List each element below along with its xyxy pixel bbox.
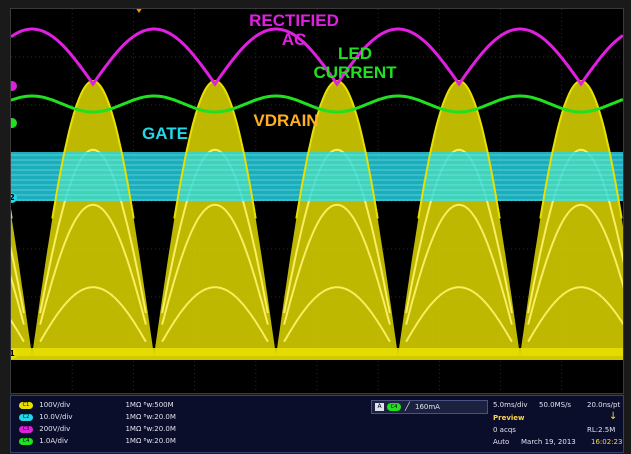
- ch3-ground-marker[interactable]: [11, 81, 17, 91]
- acq-count: 0 acqs: [493, 426, 516, 434]
- ch4-ground-marker[interactable]: [11, 118, 17, 128]
- ch1-impedance: 1MΩ ᴮw:500M: [125, 401, 174, 409]
- rectified-ac-trace: [11, 27, 623, 87]
- waveform-display[interactable]: RECTIFIED AC LED CURRENT GATE VDRAIN 2 1: [10, 8, 624, 394]
- label-gate: GATE: [142, 124, 188, 143]
- vdrain-baseline: [11, 348, 623, 360]
- ch2-badge[interactable]: C2: [19, 413, 33, 421]
- label-led-current: LED CURRENT: [305, 44, 405, 82]
- trigger-mode: Auto: [493, 438, 510, 446]
- trigger-position-marker[interactable]: [135, 9, 143, 13]
- gate-trace: [11, 152, 623, 201]
- channel-row-1[interactable]: C1 100V/div 1MΩ ᴮw:500M: [19, 401, 174, 411]
- vdrain-band: [527, 286, 623, 343]
- trigger-slope-icon: ╱: [405, 402, 410, 411]
- ch4-badge[interactable]: C4: [19, 437, 33, 445]
- vdrain-band: [283, 148, 391, 314]
- time: 16:02:23: [591, 438, 623, 446]
- sample-rate: 50.0MS/s: [539, 401, 572, 409]
- ch4-impedance: 1MΩ ᴮw:20.0M: [125, 437, 176, 445]
- vdrain-envelope: [11, 214, 32, 356]
- vdrain-envelope: [398, 81, 520, 356]
- trigger-readout[interactable]: A C4 ╱ 160mA: [371, 400, 488, 414]
- vdrain-envelope: [276, 81, 398, 356]
- vdrain-band: [39, 286, 147, 343]
- led-current-trace: [11, 94, 623, 114]
- ch1-badge[interactable]: C1: [19, 401, 33, 409]
- ch4-scale: 1.0A/div: [39, 437, 69, 445]
- vdrain-envelope: [154, 81, 276, 356]
- vdrain-band: [527, 203, 623, 325]
- vdrain-crest: [539, 79, 623, 219]
- vdrain-band: [39, 148, 147, 314]
- label-rectified-ac: RECTIFIED AC: [239, 11, 349, 49]
- timebase: 5.0ms/div: [493, 401, 528, 409]
- record-length: RL:2.5M: [587, 426, 616, 434]
- acquisition-panel[interactable]: 5.0ms/div 50.0MS/s 20.0ns/pt Preview ↓ 0…: [491, 398, 623, 450]
- run-indicator-icon: ↓: [609, 411, 618, 422]
- vdrain-band: [405, 286, 513, 343]
- vdrain-band: [405, 203, 513, 325]
- ch2-scale: 10.0V/div: [39, 413, 73, 421]
- channel-row-2[interactable]: C2 10.0V/div 1MΩ ᴮw:20.0M: [19, 413, 176, 423]
- ch3-impedance: 1MΩ ᴮw:20.0M: [125, 425, 176, 433]
- vdrain-crest: [295, 79, 379, 219]
- vdrain-crest: [417, 79, 501, 219]
- vdrain-crest: [51, 79, 135, 219]
- vdrain-band: [39, 203, 147, 325]
- vdrain-band: [405, 148, 513, 314]
- vdrain-envelope: [520, 81, 623, 356]
- rectified-ac-line1: RECTIFIED: [249, 11, 339, 30]
- waveform-canvas: [11, 9, 623, 393]
- ch2-ground-marker[interactable]: 2: [11, 193, 17, 203]
- vdrain-band: [161, 148, 269, 314]
- vdrain-band: [283, 286, 391, 343]
- led-current-line2: CURRENT: [313, 63, 397, 82]
- date: March 19, 2013: [521, 438, 576, 446]
- vdrain-envelope: [32, 81, 154, 356]
- led-current-line1: LED: [338, 44, 372, 63]
- ch3-badge[interactable]: C3: [19, 425, 33, 433]
- channel-row-4[interactable]: C4 1.0A/div 1MΩ ᴮw:20.0M: [19, 437, 176, 447]
- acq-state: Preview: [493, 414, 525, 422]
- trigger-mode-badge: A: [375, 403, 384, 411]
- vdrain-band: [161, 203, 269, 325]
- vdrain-crest: [173, 79, 257, 219]
- ch1-ground-marker[interactable]: 1: [11, 349, 17, 359]
- rectified-ac-line2: AC: [281, 30, 307, 49]
- status-bar: C1 100V/div 1MΩ ᴮw:500M C2 10.0V/div 1MΩ…: [10, 395, 624, 453]
- resolution: 20.0ns/pt: [587, 401, 621, 409]
- vdrain-band: [161, 286, 269, 343]
- ch1-scale: 100V/div: [39, 401, 71, 409]
- vdrain-band: [527, 148, 623, 314]
- label-vdrain: VDRAIN: [253, 111, 319, 130]
- ch2-impedance: 1MΩ ᴮw:20.0M: [125, 413, 176, 421]
- channel-row-3[interactable]: C3 200V/div 1MΩ ᴮw:20.0M: [19, 425, 176, 435]
- ch3-scale: 200V/div: [39, 425, 71, 433]
- trigger-level: 160mA: [415, 403, 440, 411]
- trigger-source-badge: C4: [387, 403, 401, 411]
- vdrain-band: [283, 203, 391, 325]
